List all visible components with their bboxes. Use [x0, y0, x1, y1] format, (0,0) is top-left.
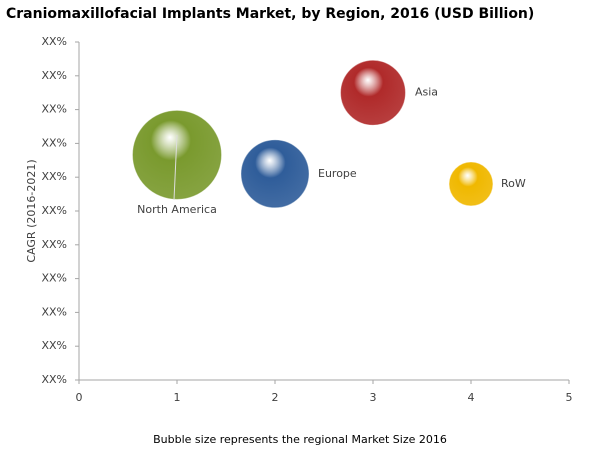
y-tick-label: XX% [41, 35, 67, 48]
bubble-label: Asia [415, 86, 438, 99]
bubble [132, 110, 222, 200]
x-tick-label: 3 [370, 391, 377, 404]
x-tick-label: 4 [468, 391, 475, 404]
bubble [340, 60, 406, 126]
bubble [449, 162, 493, 206]
y-tick-label: XX% [41, 69, 67, 82]
y-tick-label: XX% [41, 305, 67, 318]
y-tick-label: XX% [41, 373, 67, 386]
x-tick-label: 0 [76, 391, 83, 404]
x-tick-label: 5 [566, 391, 573, 404]
y-tick-label: XX% [41, 339, 67, 352]
bubble-label: RoW [501, 177, 526, 190]
x-tick-label: 1 [174, 391, 181, 404]
y-tick-label: XX% [41, 103, 67, 116]
y-axis-label: CAGR (2016-2021) [25, 159, 38, 262]
chart-title: Craniomaxillofacial Implants Market, by … [6, 6, 534, 22]
y-tick-label: XX% [41, 204, 67, 217]
leader-line [173, 134, 178, 200]
bubble-label: North America [137, 203, 217, 216]
y-tick-label: XX% [41, 170, 67, 183]
y-tick-label: XX% [41, 272, 67, 285]
bubble-label: Europe [318, 167, 357, 180]
y-tick-label: XX% [41, 136, 67, 149]
bubble [241, 139, 309, 208]
footnote: Bubble size represents the regional Mark… [153, 433, 447, 446]
y-tick-label: XX% [41, 238, 67, 251]
x-tick-label: 2 [272, 391, 279, 404]
